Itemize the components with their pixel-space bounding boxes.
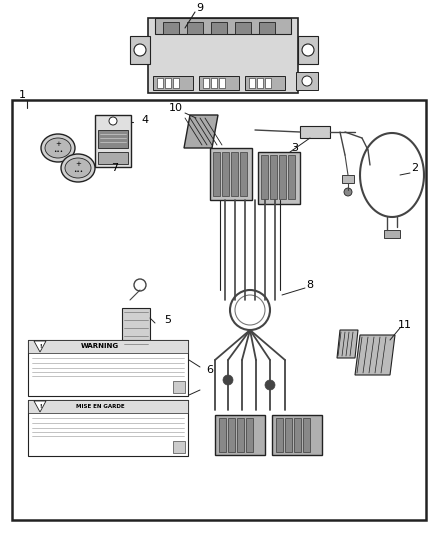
Bar xyxy=(265,78,271,88)
Bar xyxy=(98,130,128,148)
Ellipse shape xyxy=(45,138,71,158)
Text: 2: 2 xyxy=(411,163,419,173)
Bar xyxy=(288,155,295,199)
Bar xyxy=(173,78,179,88)
Text: +: + xyxy=(55,141,61,147)
Bar xyxy=(28,400,188,413)
Text: 4: 4 xyxy=(141,115,148,125)
Bar xyxy=(219,78,225,88)
Text: •••: ••• xyxy=(73,169,83,174)
Bar xyxy=(231,152,238,196)
Bar xyxy=(279,155,286,199)
Bar xyxy=(342,175,354,183)
Text: 11: 11 xyxy=(398,320,412,330)
Bar xyxy=(211,22,227,34)
Bar xyxy=(95,115,131,167)
Bar xyxy=(213,152,220,196)
Polygon shape xyxy=(184,115,218,148)
Bar xyxy=(165,78,171,88)
Circle shape xyxy=(265,380,275,390)
Bar xyxy=(122,308,150,356)
Bar xyxy=(187,22,203,34)
Bar xyxy=(259,22,275,34)
Polygon shape xyxy=(337,330,358,358)
Text: 7: 7 xyxy=(111,163,119,173)
Circle shape xyxy=(109,117,117,125)
Bar xyxy=(294,418,301,452)
Bar xyxy=(246,418,253,452)
Text: 6: 6 xyxy=(206,365,213,375)
Polygon shape xyxy=(34,341,46,352)
Text: MISE EN GARDE: MISE EN GARDE xyxy=(76,403,124,408)
Ellipse shape xyxy=(41,134,75,162)
Bar xyxy=(235,22,251,34)
Text: 5: 5 xyxy=(165,315,172,325)
Ellipse shape xyxy=(65,158,91,178)
Bar xyxy=(261,155,268,199)
Text: +: + xyxy=(75,161,81,167)
Bar xyxy=(98,152,128,164)
Bar xyxy=(173,441,185,453)
Bar xyxy=(249,78,255,88)
Text: !: ! xyxy=(39,344,41,350)
Bar xyxy=(28,340,188,353)
Bar xyxy=(240,152,247,196)
Text: 3: 3 xyxy=(292,143,299,153)
Bar xyxy=(215,415,265,455)
Bar xyxy=(157,78,163,88)
Text: 10: 10 xyxy=(169,103,183,113)
Bar xyxy=(258,152,300,204)
Text: WARNING: WARNING xyxy=(81,343,119,349)
Circle shape xyxy=(302,76,312,86)
Bar xyxy=(173,381,185,393)
Circle shape xyxy=(344,188,352,196)
Bar xyxy=(257,78,263,88)
Bar xyxy=(155,18,291,34)
Bar xyxy=(245,76,285,90)
Bar xyxy=(203,78,209,88)
Bar xyxy=(12,100,426,520)
Bar xyxy=(276,418,283,452)
Text: 9: 9 xyxy=(196,3,204,13)
Bar xyxy=(222,152,229,196)
Bar xyxy=(163,22,179,34)
Bar xyxy=(272,415,322,455)
Polygon shape xyxy=(34,401,46,412)
Text: !: ! xyxy=(39,405,41,409)
Bar xyxy=(303,418,310,452)
Bar xyxy=(148,18,298,93)
Bar xyxy=(28,400,188,456)
Bar xyxy=(130,36,150,64)
Bar xyxy=(300,126,330,138)
Bar xyxy=(384,230,400,238)
Text: •••: ••• xyxy=(53,149,63,155)
Polygon shape xyxy=(355,335,395,375)
Ellipse shape xyxy=(61,154,95,182)
Circle shape xyxy=(302,44,314,56)
Circle shape xyxy=(223,375,233,385)
Bar xyxy=(296,72,318,90)
Bar xyxy=(199,76,239,90)
Bar xyxy=(237,418,244,452)
Bar xyxy=(270,155,277,199)
Bar xyxy=(285,418,292,452)
Bar xyxy=(210,148,252,200)
Bar xyxy=(211,78,217,88)
Text: 8: 8 xyxy=(307,280,314,290)
Bar xyxy=(153,76,193,90)
Circle shape xyxy=(134,44,146,56)
Text: 1: 1 xyxy=(18,90,25,100)
Bar xyxy=(219,418,226,452)
Bar xyxy=(28,340,188,396)
Bar xyxy=(228,418,235,452)
Bar xyxy=(298,36,318,64)
